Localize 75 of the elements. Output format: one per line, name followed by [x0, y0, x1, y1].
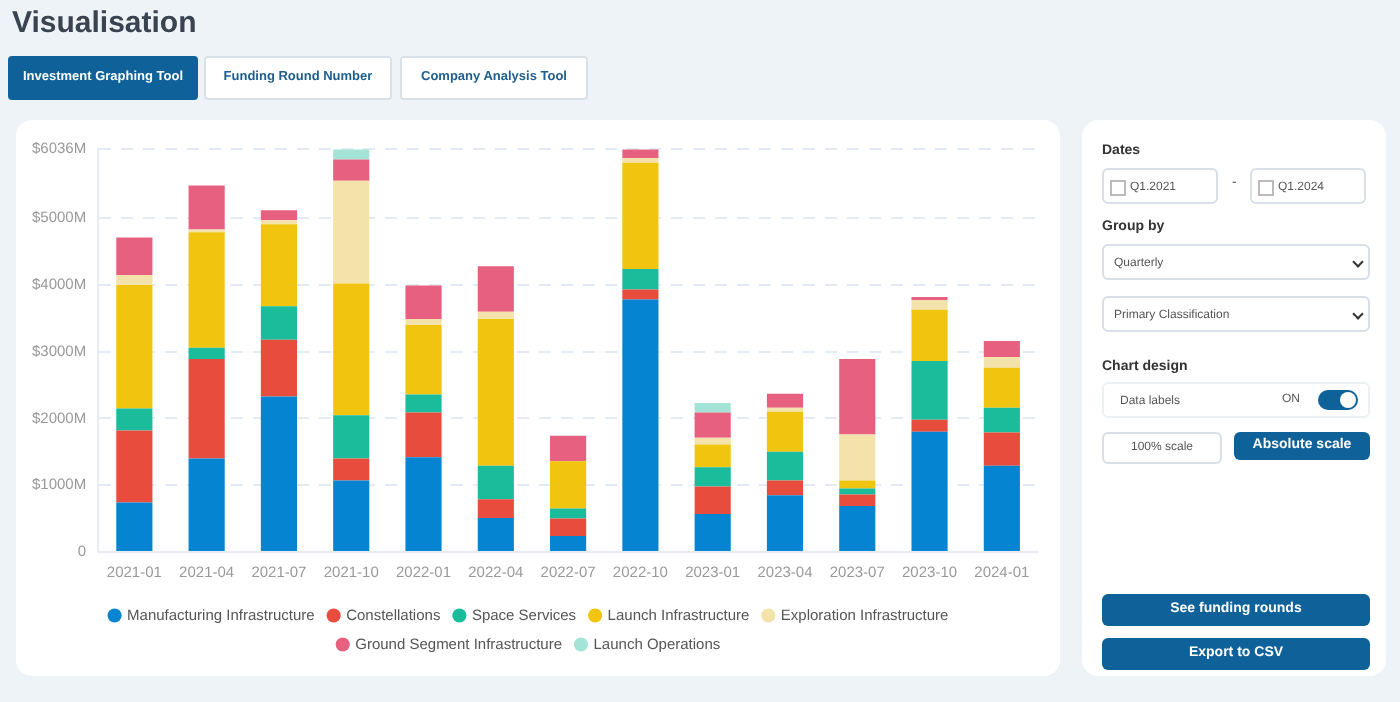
chart-title: Visualisation	[12, 6, 197, 40]
bar	[550, 435, 587, 462]
bar	[766, 495, 804, 551]
bar	[116, 408, 153, 431]
bar	[622, 268, 659, 290]
bar	[188, 359, 225, 459]
bar	[983, 432, 1020, 466]
bar	[477, 499, 514, 518]
bar	[116, 274, 153, 285]
bar	[333, 415, 370, 459]
bar	[911, 309, 948, 362]
bar	[694, 403, 731, 413]
bar	[260, 210, 298, 221]
bar	[694, 486, 731, 514]
bar	[116, 237, 153, 275]
bar	[333, 283, 370, 416]
bar	[333, 159, 370, 181]
bar	[622, 149, 659, 159]
bar	[333, 458, 370, 481]
bar	[839, 488, 876, 495]
bar	[333, 180, 370, 284]
bar	[839, 480, 876, 489]
bar	[839, 505, 876, 551]
bar	[911, 431, 948, 551]
bar	[766, 393, 804, 408]
bar	[983, 465, 1020, 551]
bar	[333, 480, 370, 551]
bar	[116, 284, 153, 409]
bar	[983, 407, 1020, 433]
bar	[260, 306, 298, 340]
bar	[550, 518, 587, 536]
bar	[260, 224, 298, 307]
bar	[766, 411, 804, 452]
bar	[188, 347, 225, 360]
bar	[766, 451, 804, 481]
bar	[405, 394, 442, 413]
bar	[911, 419, 948, 432]
bar	[333, 149, 370, 160]
bar	[983, 341, 1020, 358]
bar	[188, 185, 225, 230]
bar	[477, 311, 514, 319]
bar	[622, 162, 659, 269]
bar	[116, 430, 153, 503]
bar	[983, 367, 1020, 408]
bar	[983, 357, 1020, 368]
bar	[477, 465, 514, 500]
bar	[622, 289, 659, 300]
bar	[622, 299, 659, 551]
bar	[911, 361, 948, 420]
bar	[694, 437, 731, 445]
bar	[694, 513, 731, 551]
bar	[839, 494, 876, 506]
bar	[550, 535, 587, 551]
bar	[405, 318, 442, 325]
bar	[550, 461, 587, 509]
bar	[260, 339, 298, 397]
bar	[694, 467, 731, 487]
bar	[694, 444, 731, 468]
bar	[839, 434, 876, 481]
bar	[116, 502, 153, 551]
bar	[550, 508, 587, 519]
bar	[405, 412, 442, 458]
bar	[477, 318, 514, 466]
bar	[477, 266, 514, 312]
bar	[694, 412, 731, 438]
bar	[839, 359, 876, 435]
bar	[477, 517, 514, 551]
bar	[405, 457, 442, 551]
bar	[188, 232, 225, 348]
bar	[260, 396, 298, 551]
bar	[405, 325, 442, 395]
bar	[766, 480, 804, 496]
bar	[405, 285, 442, 319]
bar	[911, 300, 948, 310]
bar	[188, 458, 225, 551]
